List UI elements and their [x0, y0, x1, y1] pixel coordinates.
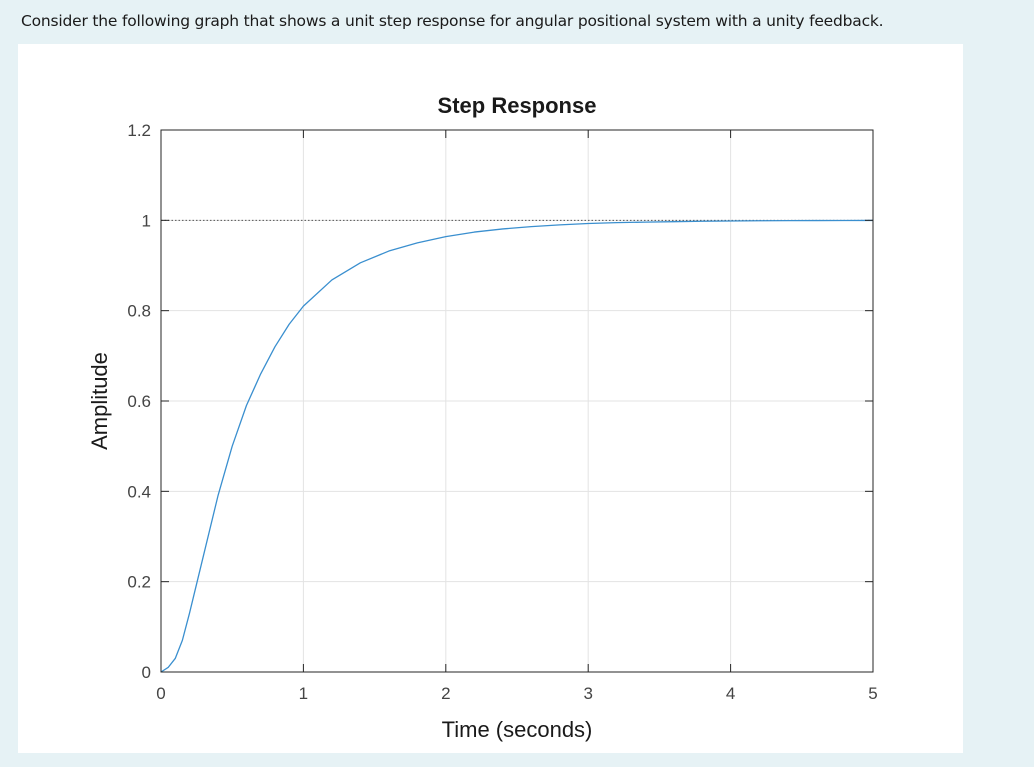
x-tick-label: 4 — [726, 684, 735, 703]
chart-title: Step Response — [438, 93, 597, 118]
step-response-chart: 0 1 2 3 4 5 0 0.2 0.4 0.6 0.8 1 1.2 Step Response Ti… — [87, 93, 878, 742]
x-tick-label: 2 — [441, 684, 450, 703]
axis-ticks: 0 1 2 3 4 5 0 0.2 0.4 0.6 0.8 1 1.2 — [127, 121, 877, 703]
y-tick-label: 0.2 — [127, 573, 151, 592]
step-response-line — [160, 219, 874, 673]
x-tick-label: 1 — [299, 684, 308, 703]
y-tick-label: 0.4 — [127, 482, 151, 501]
x-tick-label: 5 — [868, 684, 877, 703]
question-text: Consider the following graph that shows … — [21, 12, 884, 30]
y-tick-label: 0.8 — [127, 302, 151, 321]
x-axis-label: Time (seconds) — [442, 717, 593, 742]
y-axis-label: Amplitude — [87, 352, 112, 450]
y-tick-label: 0 — [142, 663, 151, 682]
y-tick-label: 0.6 — [127, 392, 151, 411]
y-tick-label: 1 — [142, 211, 151, 230]
y-tick-label: 1.2 — [127, 121, 151, 140]
figure-panel: 0 1 2 3 4 5 0 0.2 0.4 0.6 0.8 1 1.2 Step Response Ti… — [18, 44, 963, 753]
series-layer — [160, 219, 874, 673]
x-tick-label: 3 — [583, 684, 592, 703]
x-tick-label: 0 — [156, 684, 165, 703]
grid-lines — [160, 129, 874, 673]
